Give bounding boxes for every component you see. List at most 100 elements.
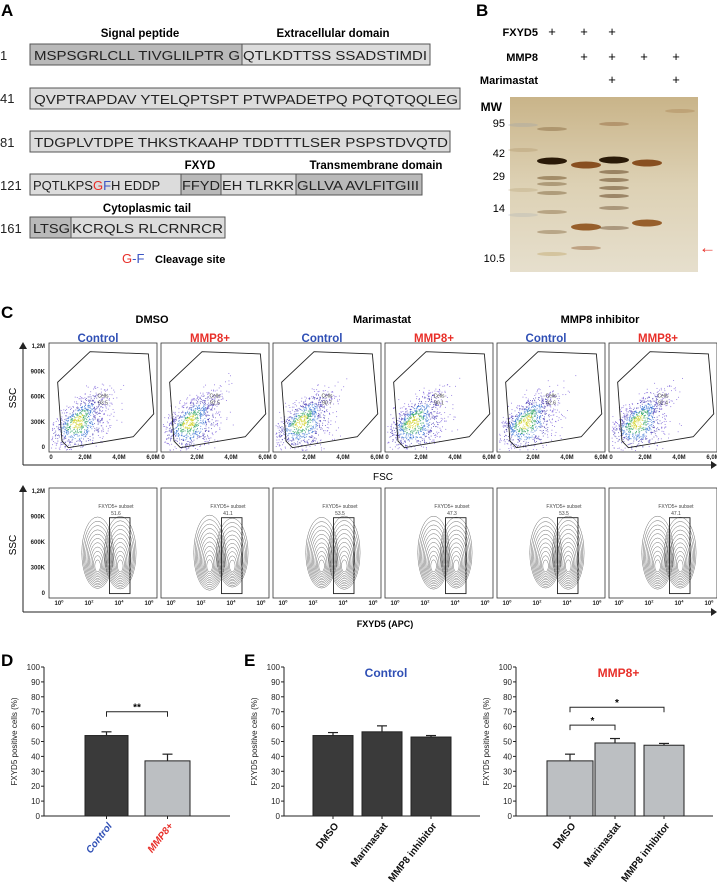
event-dot <box>404 441 406 443</box>
event-dot <box>94 418 96 420</box>
event-dot <box>522 408 524 410</box>
event-dot <box>293 431 295 433</box>
event-dot <box>113 415 115 417</box>
gel-band <box>599 156 629 164</box>
event-dot <box>213 404 215 406</box>
event-dot <box>290 425 292 427</box>
event-dot <box>509 418 511 419</box>
event-dot <box>81 428 83 429</box>
event-dot <box>421 445 422 447</box>
event-dot <box>514 420 516 422</box>
event-dot <box>284 416 286 418</box>
event-dot <box>291 409 293 411</box>
event-dot <box>297 446 299 448</box>
event-dot <box>423 429 425 431</box>
event-dot <box>445 428 447 430</box>
event-dot <box>116 397 118 399</box>
event-dot <box>69 444 71 446</box>
event-dot <box>73 419 75 421</box>
event-dot <box>52 444 53 446</box>
event-dot <box>171 429 173 431</box>
event-dot <box>519 420 521 422</box>
sequence-segment: KCRQLS RLCRNRCR <box>72 221 223 236</box>
event-dot <box>634 412 636 414</box>
event-dot <box>286 439 288 441</box>
event-dot <box>433 433 435 434</box>
event-dot <box>409 438 411 440</box>
event-dot <box>193 405 195 407</box>
event-dot <box>277 443 279 445</box>
event-dot <box>307 413 309 415</box>
event-dot <box>291 425 293 427</box>
event-dot <box>193 433 195 435</box>
event-dot <box>202 422 204 424</box>
event-dot <box>196 418 198 420</box>
event-dot <box>423 425 425 427</box>
event-dot <box>444 390 446 392</box>
event-dot <box>114 391 116 393</box>
event-dot <box>547 427 549 429</box>
event-dot <box>60 421 62 423</box>
event-dot <box>299 418 301 420</box>
event-dot <box>525 427 527 429</box>
event-dot <box>208 392 210 394</box>
event-dot <box>542 401 544 403</box>
event-dot <box>551 429 553 431</box>
event-dot <box>333 403 335 405</box>
event-dot <box>529 421 531 422</box>
event-dot <box>505 421 506 423</box>
event-dot <box>106 388 108 390</box>
event-dot <box>654 411 656 413</box>
event-dot <box>88 430 90 432</box>
event-dot <box>72 423 74 425</box>
event-dot <box>84 393 86 395</box>
event-dot <box>435 404 437 406</box>
event-dot <box>288 421 290 423</box>
event-dot <box>515 415 517 417</box>
event-dot <box>288 404 290 406</box>
event-dot <box>188 446 190 448</box>
event-dot <box>401 437 403 439</box>
event-dot <box>638 413 640 414</box>
event-dot <box>71 449 72 451</box>
event-dot <box>643 410 645 412</box>
event-dot <box>174 420 176 422</box>
event-dot <box>533 412 535 414</box>
event-dot <box>81 426 83 428</box>
event-dot <box>435 426 437 428</box>
event-dot <box>410 434 412 435</box>
event-dot <box>185 417 187 419</box>
event-dot <box>208 430 210 432</box>
event-dot <box>417 429 419 431</box>
event-dot <box>183 422 185 424</box>
event-dot <box>116 419 118 421</box>
event-dot <box>79 418 81 420</box>
event-dot <box>291 421 293 423</box>
event-dot <box>424 403 426 405</box>
event-dot <box>305 421 307 423</box>
event-dot <box>642 401 644 403</box>
event-dot <box>277 427 279 429</box>
event-dot <box>526 401 528 403</box>
event-dot <box>53 422 55 424</box>
event-dot <box>102 410 104 412</box>
event-dot <box>196 438 198 440</box>
event-dot <box>294 413 296 415</box>
event-dot <box>628 436 630 438</box>
event-dot <box>423 422 425 424</box>
event-dot <box>426 432 428 434</box>
event-dot <box>302 429 304 431</box>
event-dot <box>419 416 421 418</box>
event-dot <box>67 420 69 422</box>
event-dot <box>417 406 419 408</box>
event-dot <box>425 429 427 431</box>
event-dot <box>191 439 192 441</box>
event-dot <box>510 427 512 429</box>
event-dot <box>414 446 416 447</box>
event-dot <box>221 395 223 397</box>
event-dot <box>201 428 203 430</box>
event-dot <box>629 410 631 412</box>
event-dot <box>515 444 517 446</box>
event-dot <box>166 439 168 440</box>
event-dot <box>400 411 402 413</box>
